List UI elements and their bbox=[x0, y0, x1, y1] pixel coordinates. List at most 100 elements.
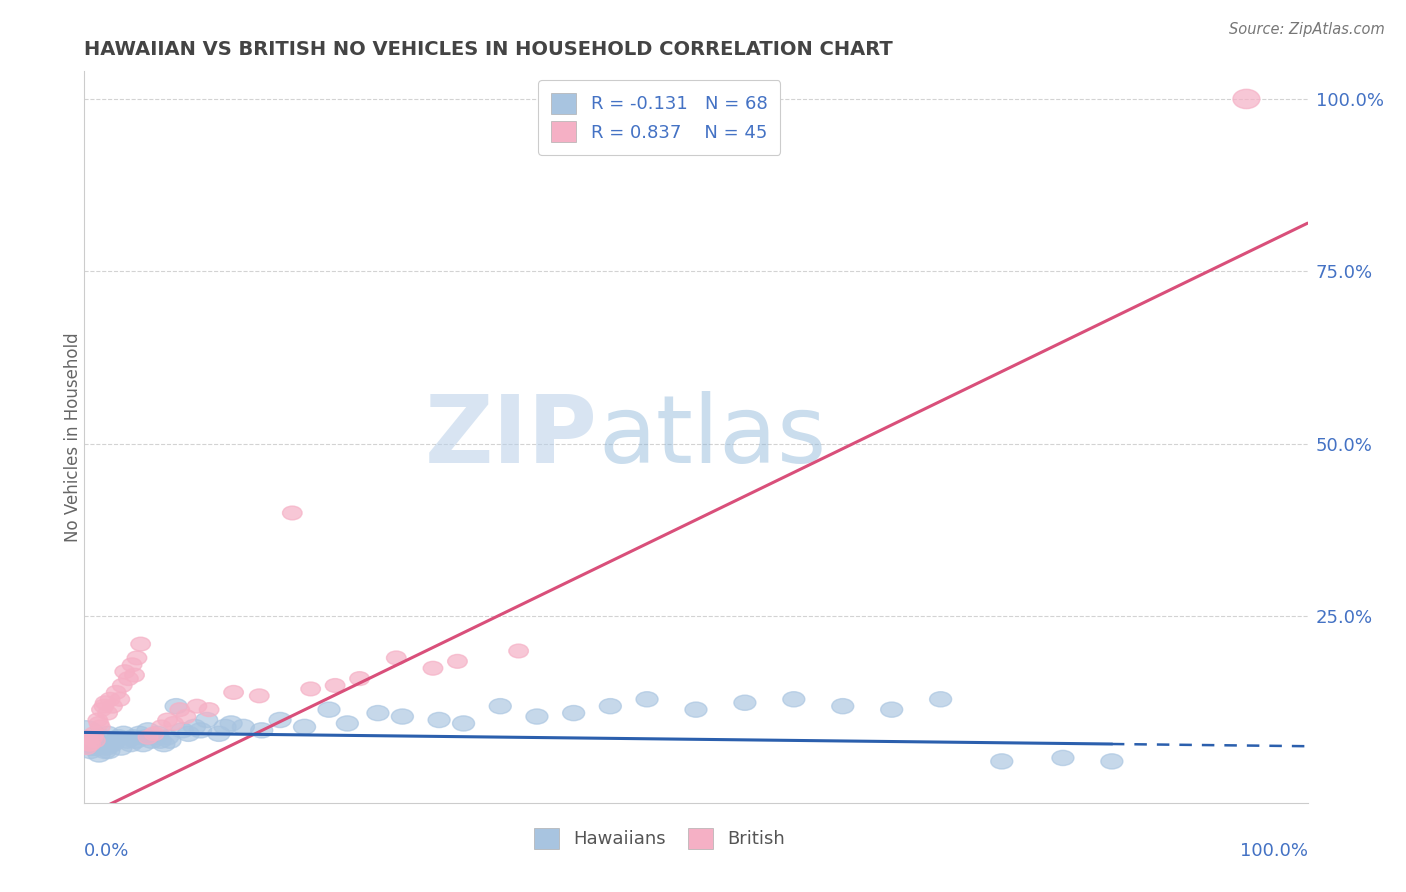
Ellipse shape bbox=[427, 713, 450, 728]
Ellipse shape bbox=[115, 665, 135, 679]
Legend: Hawaiians, British: Hawaiians, British bbox=[526, 821, 792, 856]
Text: HAWAIIAN VS BRITISH NO VEHICLES IN HOUSEHOLD CORRELATION CHART: HAWAIIAN VS BRITISH NO VEHICLES IN HOUSE… bbox=[84, 39, 893, 59]
Ellipse shape bbox=[149, 733, 172, 748]
Ellipse shape bbox=[157, 713, 177, 727]
Ellipse shape bbox=[108, 730, 129, 745]
Ellipse shape bbox=[84, 733, 107, 748]
Ellipse shape bbox=[110, 692, 129, 706]
Ellipse shape bbox=[453, 716, 475, 731]
Ellipse shape bbox=[131, 637, 150, 651]
Ellipse shape bbox=[489, 698, 512, 714]
Ellipse shape bbox=[146, 726, 169, 741]
Ellipse shape bbox=[122, 658, 142, 672]
Ellipse shape bbox=[301, 682, 321, 696]
Ellipse shape bbox=[94, 699, 114, 713]
Ellipse shape bbox=[67, 721, 104, 747]
Ellipse shape bbox=[100, 737, 122, 752]
Ellipse shape bbox=[79, 731, 98, 744]
Ellipse shape bbox=[880, 702, 903, 717]
Ellipse shape bbox=[98, 706, 117, 720]
Ellipse shape bbox=[832, 698, 853, 714]
Ellipse shape bbox=[991, 754, 1012, 769]
Ellipse shape bbox=[118, 672, 138, 685]
Ellipse shape bbox=[1101, 754, 1123, 769]
Ellipse shape bbox=[94, 743, 117, 758]
Ellipse shape bbox=[685, 702, 707, 717]
Ellipse shape bbox=[350, 672, 370, 685]
Ellipse shape bbox=[83, 731, 103, 744]
Ellipse shape bbox=[77, 737, 98, 752]
Ellipse shape bbox=[214, 719, 236, 734]
Ellipse shape bbox=[190, 723, 211, 738]
Ellipse shape bbox=[110, 740, 132, 756]
Ellipse shape bbox=[89, 716, 108, 731]
Ellipse shape bbox=[183, 719, 205, 734]
Ellipse shape bbox=[91, 730, 114, 745]
Ellipse shape bbox=[138, 731, 157, 744]
Ellipse shape bbox=[224, 685, 243, 699]
Text: 0.0%: 0.0% bbox=[84, 842, 129, 860]
Ellipse shape bbox=[1233, 89, 1260, 109]
Ellipse shape bbox=[734, 695, 756, 710]
Ellipse shape bbox=[145, 730, 166, 745]
Ellipse shape bbox=[80, 738, 100, 751]
Ellipse shape bbox=[90, 720, 110, 734]
Ellipse shape bbox=[367, 706, 389, 721]
Ellipse shape bbox=[929, 691, 952, 706]
Ellipse shape bbox=[294, 719, 315, 734]
Ellipse shape bbox=[177, 726, 200, 741]
Ellipse shape bbox=[96, 696, 115, 710]
Ellipse shape bbox=[526, 709, 548, 724]
Ellipse shape bbox=[250, 723, 273, 738]
Ellipse shape bbox=[159, 733, 181, 748]
Ellipse shape bbox=[86, 734, 105, 747]
Ellipse shape bbox=[100, 692, 120, 706]
Ellipse shape bbox=[97, 726, 118, 741]
Ellipse shape bbox=[249, 689, 269, 703]
Text: atlas: atlas bbox=[598, 391, 827, 483]
Ellipse shape bbox=[783, 691, 804, 706]
Ellipse shape bbox=[153, 737, 174, 752]
Ellipse shape bbox=[187, 699, 207, 713]
Ellipse shape bbox=[112, 679, 132, 692]
Ellipse shape bbox=[200, 703, 219, 716]
Ellipse shape bbox=[87, 740, 108, 756]
Ellipse shape bbox=[325, 679, 344, 692]
Ellipse shape bbox=[98, 743, 120, 758]
Ellipse shape bbox=[112, 726, 135, 741]
Ellipse shape bbox=[208, 726, 231, 741]
Ellipse shape bbox=[318, 702, 340, 717]
Ellipse shape bbox=[141, 733, 163, 748]
Ellipse shape bbox=[77, 740, 97, 755]
Ellipse shape bbox=[83, 740, 105, 756]
Text: Source: ZipAtlas.com: Source: ZipAtlas.com bbox=[1229, 22, 1385, 37]
Ellipse shape bbox=[125, 668, 145, 682]
Ellipse shape bbox=[509, 644, 529, 658]
Ellipse shape bbox=[136, 723, 159, 738]
Ellipse shape bbox=[391, 709, 413, 724]
Ellipse shape bbox=[103, 699, 122, 713]
Ellipse shape bbox=[96, 740, 117, 756]
Text: 100.0%: 100.0% bbox=[1240, 842, 1308, 860]
Ellipse shape bbox=[84, 727, 104, 740]
Ellipse shape bbox=[1052, 750, 1074, 765]
Ellipse shape bbox=[80, 740, 103, 756]
Ellipse shape bbox=[91, 703, 111, 716]
Y-axis label: No Vehicles in Household: No Vehicles in Household bbox=[65, 332, 82, 542]
Ellipse shape bbox=[120, 737, 142, 752]
Ellipse shape bbox=[117, 733, 138, 748]
Ellipse shape bbox=[101, 737, 124, 752]
Ellipse shape bbox=[423, 661, 443, 675]
Ellipse shape bbox=[125, 733, 146, 748]
Ellipse shape bbox=[86, 733, 108, 748]
Text: ZIP: ZIP bbox=[425, 391, 598, 483]
Ellipse shape bbox=[562, 706, 585, 721]
Ellipse shape bbox=[170, 703, 190, 716]
Ellipse shape bbox=[165, 716, 183, 731]
Ellipse shape bbox=[132, 737, 155, 752]
Ellipse shape bbox=[89, 747, 110, 762]
Ellipse shape bbox=[128, 726, 150, 741]
Ellipse shape bbox=[80, 738, 98, 751]
Ellipse shape bbox=[80, 743, 101, 758]
Ellipse shape bbox=[195, 713, 218, 728]
